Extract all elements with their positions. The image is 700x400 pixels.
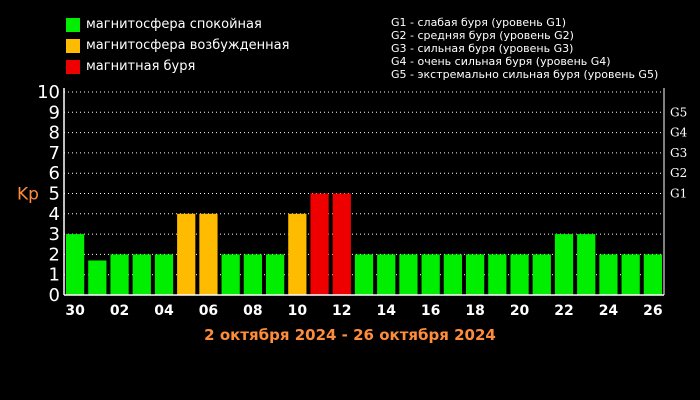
x-tick-label-02: 02 [110, 303, 129, 319]
storm-level-g1: G1 - слабая буря (уровень G1) [391, 16, 567, 29]
x-axis-label: 2 октября 2024 - 26 октября 2024 [204, 326, 496, 344]
legend-swatch-quiet [66, 18, 80, 32]
bar-06 [199, 213, 218, 295]
y-tick-label-7: 7 [49, 143, 60, 164]
x-tick-label-30: 30 [65, 303, 85, 319]
legend-swatch-excited [66, 39, 80, 53]
storm-level-g3: G3 - сильная буря (уровень G3) [391, 42, 574, 55]
storm-levels-legend: G1 - слабая буря (уровень G1) G2 - средн… [391, 16, 658, 81]
bar-11 [310, 193, 329, 295]
y-tick-label-0: 0 [49, 285, 60, 306]
x-tick-label-06: 06 [199, 303, 218, 319]
bar-13 [354, 254, 374, 295]
x-tick-label-22: 22 [554, 303, 573, 319]
x-tick-label-04: 04 [154, 303, 174, 319]
y-tick-label-4: 4 [49, 204, 60, 225]
y-tick-label-10: 10 [37, 82, 60, 103]
bar-12 [332, 193, 351, 295]
bar-15 [399, 254, 418, 295]
bar-02 [110, 254, 129, 295]
storm-level-g4: G4 - очень сильная буря (уровень G4) [391, 55, 611, 68]
right-axis-label-G2: G2 [670, 166, 687, 180]
x-tick-label-12: 12 [332, 303, 351, 319]
bar-18 [466, 254, 485, 295]
y-tick-label-2: 2 [49, 244, 60, 265]
bar-30 [66, 234, 85, 295]
bar-26 [643, 254, 662, 295]
bar-22 [554, 234, 574, 295]
bar-08 [243, 254, 262, 295]
x-tick-label-24: 24 [599, 303, 619, 319]
x-tick-label-26: 26 [643, 303, 662, 319]
bar-21 [532, 254, 551, 295]
y-tick-label-6: 6 [49, 163, 60, 184]
bar-09 [266, 254, 285, 295]
bar-25 [621, 254, 640, 295]
y-tick-label-3: 3 [49, 224, 60, 245]
legend-swatch-storm [66, 60, 80, 74]
x-tick-label-14: 14 [376, 303, 396, 319]
right-axis-label-G4: G4 [670, 126, 688, 140]
y-tick-label-5: 5 [49, 184, 60, 205]
bar-14 [377, 254, 396, 295]
y-tick-label-8: 8 [49, 123, 60, 144]
bar-16 [421, 254, 440, 295]
legend-label-quiet: магнитосфера спокойная [86, 17, 262, 32]
y-axis-label: Kp [17, 185, 39, 205]
bar-23 [577, 234, 596, 295]
bar-01 [88, 260, 107, 295]
bar-03 [132, 254, 151, 295]
bar-17 [443, 254, 462, 295]
right-axis-label-G5: G5 [670, 105, 687, 119]
bar-10 [288, 213, 307, 295]
bar-24 [599, 254, 618, 295]
storm-level-g5: G5 - экстремально сильная буря (уровень … [391, 68, 659, 81]
y-tick-label-1: 1 [49, 265, 60, 286]
bar-20 [510, 254, 529, 295]
x-tick-label-18: 18 [465, 303, 484, 319]
bar-04 [154, 254, 174, 295]
legend-label-storm: магнитная буря [86, 59, 196, 74]
right-axis-label-G3: G3 [670, 146, 687, 160]
legend-label-excited: магнитосфера возбужденная [86, 38, 290, 53]
x-tick-label-16: 16 [421, 303, 440, 319]
bar-07 [221, 254, 240, 295]
x-tick-label-10: 10 [288, 303, 308, 319]
bar-19 [488, 254, 507, 295]
x-tick-label-20: 20 [510, 303, 530, 319]
storm-level-g2: G2 - средняя буря (уровень G2) [391, 29, 574, 42]
right-axis-label-G1: G1 [670, 187, 687, 201]
y-tick-label-9: 9 [49, 102, 60, 123]
x-tick-label-08: 08 [243, 303, 262, 319]
bar-05 [177, 213, 196, 295]
